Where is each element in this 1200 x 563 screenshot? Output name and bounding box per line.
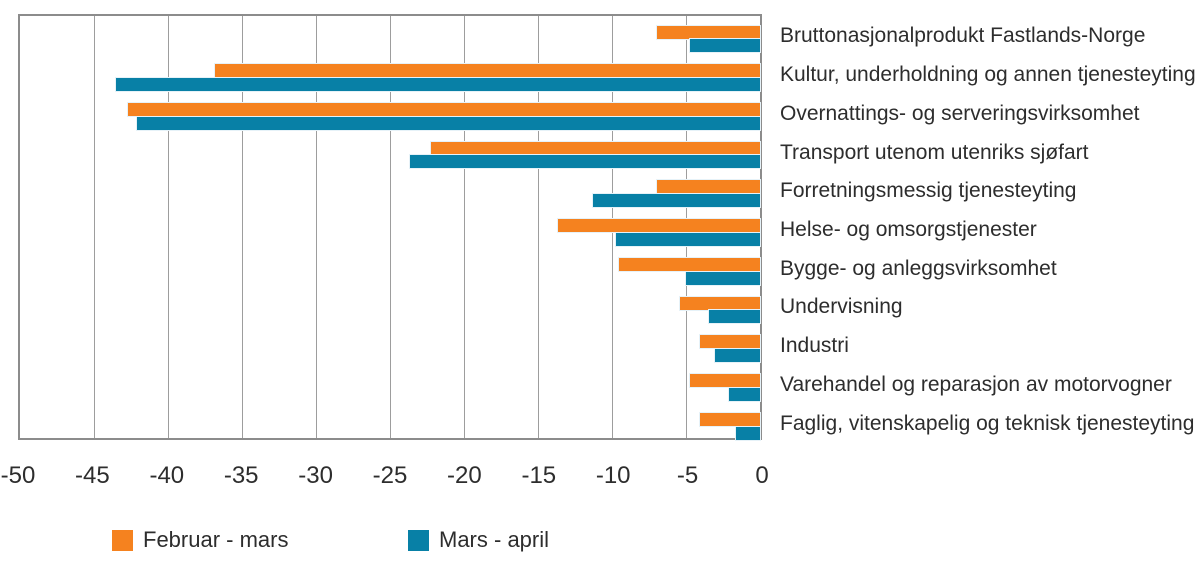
x-axis-tick-label: -5 <box>676 462 699 489</box>
legend-swatch-februar-mars-icon <box>112 529 133 551</box>
category-label: Overnattings- og serveringsvirksomhet <box>780 101 1140 125</box>
category-label: Helse- og omsorgstjenester <box>780 218 1037 241</box>
x-axis-tick-label: -20 <box>447 462 482 489</box>
x-axis-tick-label: -30 <box>298 462 333 489</box>
bar-mars-april <box>690 39 760 53</box>
x-axis-tick-label: -25 <box>372 462 408 489</box>
gridline <box>390 16 391 438</box>
bar-februar-mars <box>431 141 760 155</box>
gridline <box>538 16 539 438</box>
category-label: Transport utenom utenriks sjøfart <box>780 140 1089 164</box>
bar-mars-april <box>685 271 760 285</box>
bar-februar-mars <box>557 219 760 233</box>
legend-item-mars-april: Mars - april <box>408 527 549 553</box>
legend-label-mars-april: Mars - april <box>439 527 550 552</box>
x-axis-tick-label: -15 <box>521 462 557 489</box>
gridline <box>242 16 243 438</box>
bar-februar-mars <box>700 412 760 426</box>
category-label: Undervisning <box>780 295 903 319</box>
gridline <box>316 16 317 438</box>
category-label: Industri <box>780 334 849 358</box>
legend-item-februar-mars: Februar - mars <box>112 527 288 553</box>
bar-mars-april <box>709 310 760 324</box>
gridline <box>94 16 95 438</box>
bar-mars-april <box>715 349 760 363</box>
bar-februar-mars <box>690 374 760 388</box>
legend-label-februar-mars: Februar - mars <box>143 527 289 552</box>
bar-mars-april <box>728 387 760 401</box>
bar-februar-mars <box>215 64 760 78</box>
category-label: Bygge- og anleggsvirksomhet <box>780 256 1057 280</box>
bar-mars-april <box>410 155 760 169</box>
x-axis-tick-label: -10 <box>595 462 631 489</box>
plot-area <box>18 14 762 440</box>
bar-mars-april <box>136 116 760 130</box>
legend: Februar - mars Mars - april <box>0 527 1200 553</box>
bar-februar-mars <box>618 257 760 271</box>
bar-februar-mars <box>657 180 760 194</box>
bar-mars-april <box>115 78 760 92</box>
x-axis-tick-label: -35 <box>223 462 259 489</box>
bar-mars-april <box>615 232 760 246</box>
category-label: Kultur, underholdning og annen tjenestey… <box>780 63 1196 87</box>
x-axis-tick-label: 0 <box>755 462 769 489</box>
category-label: Forretningsmessig tjenesteyting <box>780 179 1077 203</box>
bar-februar-mars <box>700 335 760 349</box>
x-axis-tick-label: -45 <box>75 462 110 489</box>
x-axis-tick-label: -50 <box>0 462 36 489</box>
bar-februar-mars <box>679 296 760 310</box>
category-label: Varehandel og reparasjon av motorvogner <box>780 372 1172 396</box>
bar-februar-mars <box>657 25 760 39</box>
legend-swatch-mars-april-icon <box>408 529 429 551</box>
category-label: Faglig, vitenskapelig og teknisk tjenest… <box>780 411 1195 435</box>
gridline <box>168 16 169 438</box>
bar-februar-mars <box>127 102 760 116</box>
x-axis-tick-label: -40 <box>149 462 185 489</box>
gridline <box>464 16 465 438</box>
bar-mars-april <box>593 194 760 208</box>
bar-mars-april <box>736 426 760 440</box>
category-label: Bruttonasjonalprodukt Fastlands-Norge <box>780 24 1146 48</box>
